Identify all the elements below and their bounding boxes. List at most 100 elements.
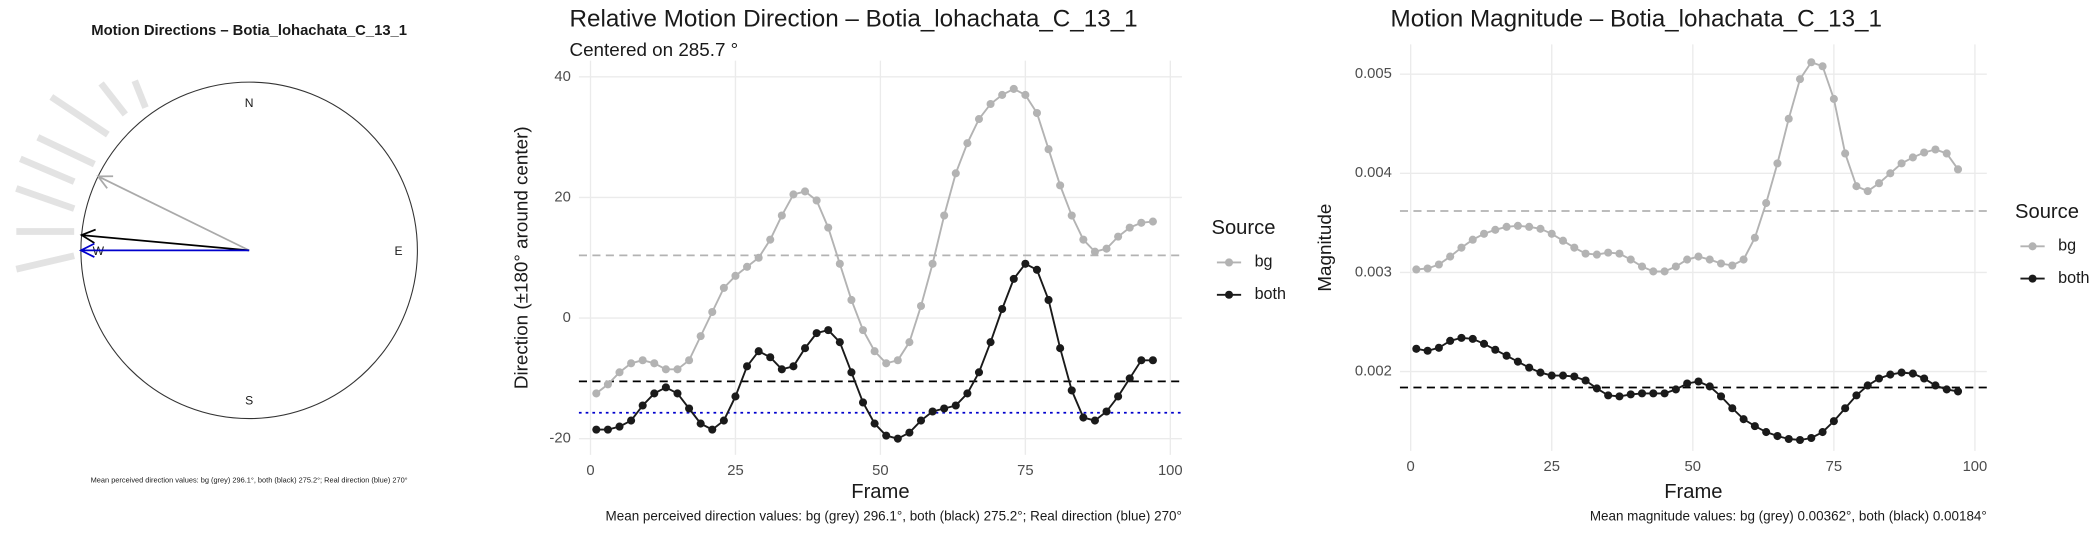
data-point [1067, 211, 1076, 220]
x-tick-label: 0 [1407, 459, 1415, 475]
data-point [1009, 84, 1018, 93]
legend-title: Source [2015, 201, 2079, 223]
x-axis-label: Frame [1664, 481, 1722, 503]
chart-title: Motion Directions – Botia_lohachata_C_13… [91, 23, 407, 39]
y-tick-label: 20 [554, 189, 570, 205]
data-point [1841, 149, 1850, 158]
data-point [1102, 244, 1111, 253]
data-point [627, 359, 636, 368]
data-point [1705, 382, 1714, 391]
arrow-shaft [81, 234, 250, 252]
legend-label: bg [1255, 253, 1273, 271]
data-point [638, 356, 647, 365]
data-point [1079, 235, 1088, 244]
data-point [1079, 413, 1088, 422]
data-point [1931, 381, 1940, 390]
data-point [893, 356, 902, 365]
data-point [731, 392, 740, 401]
y-axis-label: Direction (±180° around center) [510, 126, 531, 389]
data-point [1773, 159, 1782, 168]
data-point [870, 419, 879, 428]
data-point [1807, 58, 1816, 67]
data-point [1525, 363, 1534, 372]
data-point [974, 368, 984, 377]
data-point [1479, 339, 1489, 348]
data-point [603, 380, 612, 389]
data-point [1558, 371, 1568, 380]
data-point [1897, 159, 1906, 168]
compass-label: N [245, 96, 254, 110]
data-point [963, 139, 972, 148]
y-tick-label: -20 [549, 431, 570, 447]
data-point [1114, 392, 1123, 401]
legend-title: Source [1212, 217, 1276, 239]
spoke [36, 134, 96, 168]
data-point [1886, 169, 1895, 178]
data-point [1021, 90, 1030, 99]
data-point [1457, 243, 1466, 252]
data-point [870, 347, 879, 356]
data-point [1125, 223, 1134, 232]
data-point [708, 307, 717, 317]
data-point [916, 416, 926, 425]
spoke [49, 94, 110, 138]
data-point [1502, 351, 1511, 360]
data-point [800, 344, 810, 353]
data-point [592, 425, 601, 434]
data-point [1694, 377, 1703, 386]
data-point [1604, 248, 1613, 257]
legend-label: both [2058, 269, 2089, 287]
data-point [777, 211, 786, 220]
data-point [905, 338, 914, 347]
data-point [1604, 391, 1613, 400]
data-point [1818, 428, 1827, 437]
data-point [1547, 371, 1556, 380]
data-point [951, 401, 960, 410]
caption: Mean perceived direction values: bg (gre… [91, 475, 408, 484]
data-point [1953, 165, 1963, 174]
data-point [754, 347, 763, 356]
data-point [1513, 357, 1522, 366]
data-point [1148, 356, 1157, 365]
data-point [882, 359, 891, 368]
data-point [1841, 404, 1850, 413]
data-point [1660, 267, 1669, 276]
y-tick-label: 0.002 [1355, 363, 1392, 379]
data-point [998, 90, 1007, 99]
data-point [1942, 149, 1951, 158]
data-point [1649, 389, 1658, 398]
arrow-shaft [97, 175, 250, 252]
data-point [940, 404, 949, 413]
data-point [800, 187, 810, 196]
data-point [1570, 372, 1579, 381]
direction-arrow [79, 228, 250, 252]
data-point [1009, 274, 1018, 283]
data-point [650, 359, 659, 368]
compass-label: E [395, 244, 403, 258]
data-point [1660, 389, 1669, 398]
legend-label: bg [2058, 237, 2076, 255]
x-tick-label: 25 [1544, 459, 1560, 475]
data-point [1536, 224, 1545, 233]
data-point [1750, 233, 1759, 242]
data-point [1897, 368, 1906, 377]
data-point [1468, 235, 1477, 244]
data-point [1829, 94, 1838, 103]
legend-marker [2028, 242, 2037, 251]
data-point [661, 383, 670, 392]
data-point [615, 368, 624, 377]
data-point [1570, 243, 1579, 252]
data-point [1739, 255, 1748, 264]
data-point [1446, 336, 1455, 345]
data-point [1716, 259, 1726, 268]
data-point [1942, 385, 1951, 394]
data-point [627, 416, 636, 425]
spoke [98, 81, 128, 117]
x-tick-label: 0 [586, 463, 594, 479]
data-point [685, 356, 694, 365]
data-point [847, 295, 856, 304]
data-point [1090, 247, 1099, 256]
data-point [777, 365, 786, 374]
data-point [1874, 179, 1884, 188]
